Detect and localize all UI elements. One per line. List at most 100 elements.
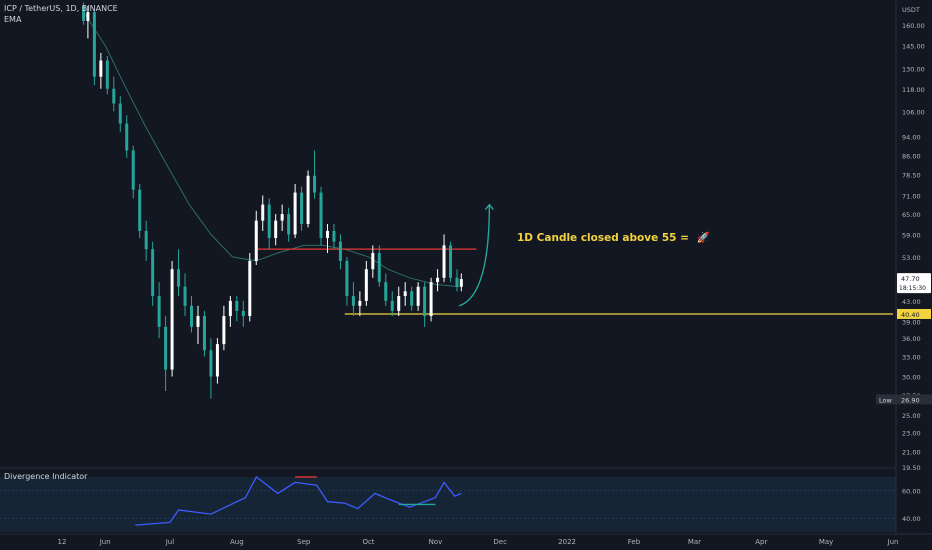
price-tick-label: 106.00	[902, 108, 925, 116]
time-tick-label: May	[819, 538, 833, 546]
candle-body	[449, 245, 453, 278]
candle-body	[228, 300, 232, 317]
candle-body	[351, 296, 355, 306]
candle-body	[190, 305, 194, 327]
candle-body	[364, 269, 368, 301]
price-tick-label: 21.00	[902, 448, 921, 456]
candle-body	[280, 214, 284, 221]
price-tick-label: 145.00	[902, 43, 925, 51]
candle-body	[436, 277, 440, 283]
candle-body	[455, 277, 459, 287]
axes: 160.00 145.00 130.00 118.00 106.00 94.00 86.00…	[58, 6, 932, 546]
candle-body	[209, 350, 213, 377]
time-tick-label: Jun	[99, 538, 111, 546]
time-tick-label: Jun	[887, 538, 899, 546]
candle-body	[397, 296, 401, 311]
time-tick-label: Oct	[362, 538, 374, 546]
candle-body	[99, 60, 103, 77]
trade-annotation: 1D Candle closed above 55 = 🚀	[517, 231, 710, 244]
candle-body	[151, 249, 155, 297]
candle-body	[170, 269, 174, 370]
low-badge	[876, 394, 932, 405]
candle-body	[235, 300, 239, 311]
candle-body	[306, 175, 310, 224]
candle-body	[177, 269, 181, 287]
oscillator-title[interactable]: Divergence Indicator	[4, 472, 88, 481]
price-tick-label: 86.00	[902, 152, 921, 160]
candle-body	[459, 279, 463, 287]
price-tick-label: 43.00	[902, 298, 921, 306]
candle-body	[254, 220, 258, 261]
candle-body	[105, 60, 109, 89]
candle-body	[86, 12, 90, 21]
time-tick-label: Feb	[628, 538, 641, 546]
candle-body	[131, 150, 135, 190]
candle-body	[92, 12, 96, 77]
candle-body	[138, 189, 142, 231]
candle-body	[371, 253, 375, 270]
countdown-label: 18:15:30	[899, 285, 926, 292]
candle-body	[442, 245, 446, 278]
candle-body	[82, 6, 86, 21]
candle-body	[319, 192, 323, 239]
candle-body	[293, 192, 297, 235]
candle-body	[125, 123, 129, 151]
horizontal-levels	[256, 248, 893, 315]
oscillator-pane	[0, 475, 896, 532]
time-tick-label: 2022	[558, 538, 576, 546]
candle-body	[300, 192, 304, 224]
candle-body	[157, 296, 161, 327]
price-tick-label: 59.00	[902, 231, 921, 239]
support-price-label: 40.40	[901, 311, 920, 319]
oscillator-line	[135, 475, 462, 526]
price-tick-label: 94.00	[902, 134, 921, 142]
candle-body	[267, 204, 271, 239]
candle-body	[248, 260, 252, 317]
ema-label[interactable]: EMA	[4, 15, 22, 24]
time-tick-label: Jul	[165, 538, 175, 546]
low-value-label: 26.90	[901, 396, 920, 404]
current-price-label: 47.70	[901, 275, 920, 283]
price-unit-label: USDT	[902, 6, 920, 14]
annotation-text: 1D Candle closed above 55 =	[517, 232, 689, 244]
candle-body	[332, 230, 336, 242]
candle-body	[325, 230, 329, 239]
price-tick-label: 53.00	[902, 254, 921, 262]
candle-body	[390, 300, 394, 311]
arrow-layer	[458, 203, 494, 307]
time-tick-label: 12	[58, 538, 67, 546]
candle-body	[261, 204, 265, 221]
chart-legend: ICP / TetherUS, 1D, BINANCE EMA	[4, 3, 118, 25]
price-tick-label: 160.00	[902, 22, 925, 30]
candle-body	[377, 253, 381, 283]
candle-body	[112, 88, 116, 104]
ema-layer	[83, 11, 460, 288]
candle-body	[338, 241, 342, 261]
candle-body	[423, 286, 427, 317]
symbol-title[interactable]: ICP / TetherUS, 1D, BINANCE	[4, 4, 118, 13]
oscillator-tick-label: 60.00	[902, 488, 921, 496]
price-tick-label: 78.50	[902, 171, 921, 179]
price-tick-label: 118.00	[902, 86, 925, 94]
price-tick-label: 130.00	[902, 65, 925, 73]
price-tick-label: 25.00	[902, 412, 921, 420]
candle-body	[410, 291, 414, 306]
candle-body	[358, 300, 362, 306]
candle-body	[118, 103, 122, 124]
time-tick-label: Aug	[230, 538, 244, 546]
price-tick-label: 23.00	[902, 429, 921, 437]
low-label: Low	[879, 396, 892, 404]
candle-body	[416, 286, 420, 306]
price-tick-label: 19.50	[902, 464, 921, 472]
time-tick-label: Nov	[429, 538, 443, 546]
candle-body	[202, 316, 206, 351]
time-tick-label: Dec	[493, 538, 507, 546]
time-tick-label: Apr	[755, 538, 767, 546]
candle-body	[144, 230, 148, 250]
candle-body	[384, 282, 388, 301]
candle-body	[164, 326, 168, 370]
projection-arrow	[458, 204, 491, 307]
support-price-badge	[897, 308, 931, 319]
time-tick-label: Sep	[297, 538, 311, 546]
